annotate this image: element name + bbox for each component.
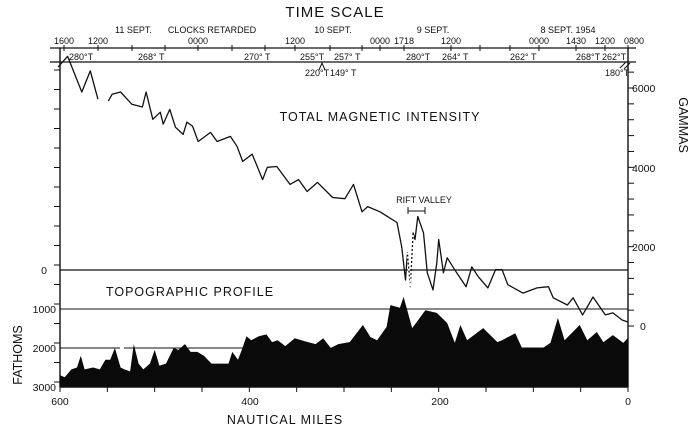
date-label: 9 SEPT. <box>417 25 450 35</box>
fathom-tick-label: 3000 <box>33 382 57 394</box>
heading-label: 262° T <box>510 52 537 62</box>
fathoms-axis-label: FATHOMS <box>11 325 25 385</box>
heading-label: 280°T <box>69 52 94 62</box>
date-label: 10 SEPT. <box>314 25 352 35</box>
heading-label: 257° T <box>334 52 361 62</box>
hour-label: 0000 <box>188 36 208 46</box>
x-tick-label: 600 <box>51 396 69 408</box>
hour-label: 0000 <box>529 36 549 46</box>
hour-label: 1200 <box>441 36 461 46</box>
heading-label: 280°T <box>406 52 431 62</box>
hour-label: 0800 <box>624 36 644 46</box>
topographic-profile <box>60 296 628 387</box>
hour-label: 1200 <box>595 36 615 46</box>
x-tick-label: 200 <box>431 396 449 408</box>
hour-label: 1600 <box>54 36 74 46</box>
heading-label: 255°T <box>300 52 325 62</box>
heading-label: 268°T <box>576 52 601 62</box>
date-label: CLOCKS RETARDED <box>168 25 257 35</box>
x-tick-label: 0 <box>625 396 631 408</box>
magnetic-series-0 <box>57 55 99 100</box>
heading-label: 262°T <box>602 52 627 62</box>
rift-valley-bracket <box>407 207 426 214</box>
fathom-tick-label: 1000 <box>33 304 57 316</box>
time-ticks <box>63 45 629 51</box>
time-scale-title: TIME SCALE <box>285 4 384 21</box>
hour-label: 1718 <box>394 36 414 46</box>
hour-label: 1200 <box>88 36 108 46</box>
date-label: 8 SEPT. 1954 <box>540 25 595 35</box>
fathom-tick-label: 2000 <box>33 343 57 355</box>
heading-label: 268° T <box>138 52 165 62</box>
magnetic-title: TOTAL MAGNETIC INTENSITY <box>280 110 481 124</box>
course-change-mark <box>318 61 631 71</box>
hour-label: 1200 <box>285 36 305 46</box>
gamma-tick-label: 2000 <box>632 242 656 254</box>
heading-label: 180°T <box>605 68 630 78</box>
hour-label: 0000 <box>370 36 390 46</box>
gamma-tick-label: 6000 <box>632 83 656 95</box>
date-label: 11 SEPT. <box>115 25 152 35</box>
gammas-axis-label: GAMMAS <box>676 97 690 153</box>
heading-label: 264° T <box>442 52 469 62</box>
rift-valley-label: RIFT VALLEY <box>396 195 452 205</box>
topography-area <box>60 296 628 387</box>
magnetic-intensity <box>57 55 629 323</box>
x-axis-label: NAUTICAL MILES <box>227 413 343 427</box>
heading-label: 149° T <box>330 68 357 78</box>
topographic-title: TOPOGRAPHIC PROFILE <box>106 285 274 299</box>
heading-label: 220°T <box>305 68 330 78</box>
heading-label: 270° T <box>244 52 271 62</box>
hour-label: 1430 <box>566 36 586 46</box>
gamma-tick-label: 0 <box>640 321 646 333</box>
gamma-tick-label: 4000 <box>632 163 656 175</box>
x-tick-label: 400 <box>241 396 259 408</box>
fathom-tick-label: 0 <box>41 265 47 277</box>
